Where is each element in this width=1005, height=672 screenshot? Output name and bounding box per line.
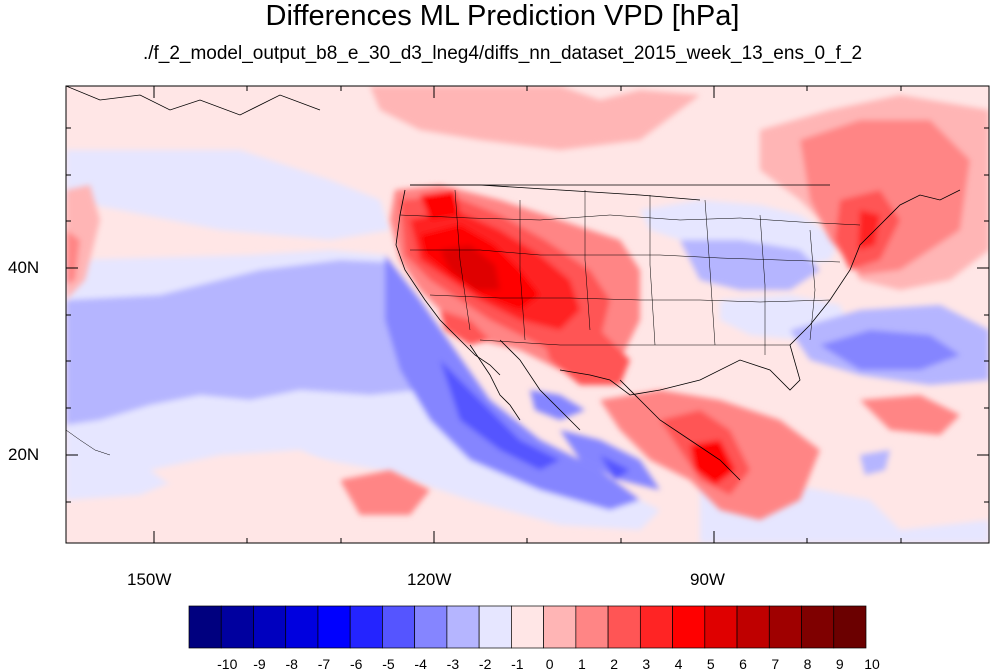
colorbar-label: 4: [674, 656, 683, 672]
colorbar-swatch: [575, 605, 609, 649]
axis-ticks: [66, 86, 989, 543]
colorbar-label: 7: [771, 656, 780, 672]
colorbar-swatch: [317, 605, 351, 649]
colorbar-swatch: [382, 605, 416, 649]
colorbar-swatch: [478, 605, 512, 649]
colorbar-label: -7: [317, 656, 331, 672]
colorbar-label: 6: [739, 656, 747, 672]
colorbar-label: -9: [253, 656, 266, 672]
colorbar-swatch: [672, 605, 706, 649]
colorbar-label: -6: [349, 656, 363, 672]
colorbar-label: 8: [803, 656, 812, 672]
colorbar-swatch: [220, 605, 254, 649]
plot-subtitle: ./f_2_model_output_b8_e_30_d3_lneg4/diff…: [142, 43, 863, 64]
colorbar-label: 2: [610, 656, 618, 672]
colorbar-swatch: [639, 605, 673, 649]
colorbar-swatch: [253, 605, 287, 649]
colorbar-label: -1: [511, 656, 524, 672]
colorbar-swatch: [833, 605, 867, 649]
colorbar-label: 10: [864, 656, 880, 672]
lon-label-90w: 90W: [690, 570, 725, 589]
colorbar-label: -5: [382, 656, 395, 672]
lat-label-40n: 40N: [8, 258, 40, 277]
colorbar-label: 5: [706, 656, 715, 672]
colorbar-swatch: [349, 605, 383, 649]
colorbar-label: -3: [446, 656, 460, 672]
colorbar-swatch: [801, 605, 835, 649]
lon-label-120w: 120W: [407, 570, 452, 589]
colorbar: [188, 605, 867, 649]
difference-field: [66, 86, 989, 543]
colorbar-label: 3: [642, 656, 651, 672]
colorbar-swatch: [543, 605, 577, 649]
colorbar-label: 0: [545, 656, 554, 672]
west-coast-line: [395, 189, 501, 376]
colorbar-label: 1: [577, 656, 586, 672]
gulf-east-coast-line: [559, 189, 961, 396]
colorbar-swatch: [188, 605, 222, 649]
colorbar-swatch: [704, 605, 738, 649]
lon-label-150w: 150W: [127, 570, 172, 589]
colorbar-swatch: [285, 605, 319, 649]
lat-label-20n: 20N: [8, 445, 40, 464]
colorbar-swatch: [736, 605, 770, 649]
colorbar-label: -8: [285, 656, 298, 672]
colorbar-swatch: [768, 605, 802, 649]
colorbar-swatch: [607, 605, 641, 649]
colorbar-label: -2: [478, 656, 492, 672]
colorbar-label: -10: [217, 656, 238, 672]
colorbar-label: 9: [835, 656, 844, 672]
colorbar-swatch: [414, 605, 448, 649]
colorbar-label: -4: [414, 656, 427, 672]
colorbar-swatch: [511, 605, 544, 649]
colorbar-swatch: [446, 605, 480, 649]
plot-title: Differences ML Prediction VPD [hPa]: [265, 0, 740, 32]
